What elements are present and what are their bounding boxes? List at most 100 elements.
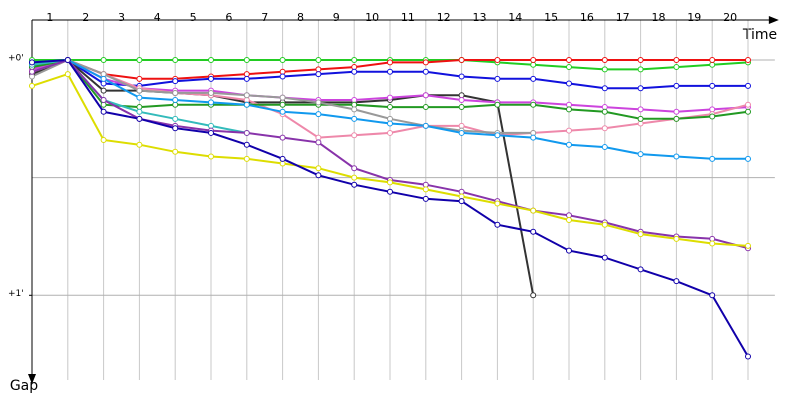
x-tick-label: 12 — [437, 11, 451, 24]
series-point — [351, 174, 358, 181]
x-tick-label: 8 — [297, 11, 304, 24]
x-tick-label: 19 — [687, 11, 701, 24]
series-point — [566, 57, 572, 63]
series-point — [601, 108, 608, 115]
x-tick-label: 18 — [652, 11, 666, 24]
series-point — [673, 115, 680, 122]
x-axis-arrow — [768, 16, 779, 24]
series-point — [745, 155, 751, 162]
series-point — [208, 75, 214, 82]
series-point — [673, 64, 680, 71]
series-point — [208, 57, 214, 63]
y-axis-label: Gap — [10, 378, 38, 394]
series-point — [601, 125, 608, 132]
series-point — [136, 75, 143, 82]
series-point — [64, 71, 71, 78]
series-point — [172, 125, 179, 132]
series-point — [243, 101, 250, 108]
series-point — [387, 68, 393, 75]
x-tick-label: 15 — [544, 11, 558, 24]
x-tick-label: 1 — [46, 11, 53, 24]
series-point — [422, 68, 429, 75]
series-point — [530, 134, 537, 141]
series-point — [494, 200, 501, 207]
series-point — [494, 57, 501, 63]
series-point — [709, 292, 716, 299]
series-point — [29, 59, 35, 66]
series-point — [387, 179, 393, 186]
series-point — [136, 115, 143, 122]
series-point — [745, 57, 751, 63]
series-point — [208, 89, 214, 96]
series-point — [387, 94, 393, 101]
series-point — [530, 228, 537, 235]
series-point — [172, 115, 179, 122]
series-point — [601, 221, 608, 228]
series-point — [100, 87, 107, 94]
series-point — [709, 240, 716, 247]
series-point — [351, 181, 358, 188]
x-tick-label: 3 — [118, 11, 125, 24]
series-point — [29, 68, 35, 75]
series-point — [458, 104, 465, 111]
series-point — [530, 57, 537, 63]
series-point — [494, 221, 501, 228]
series-point — [566, 80, 572, 87]
series-point — [243, 129, 250, 136]
series-point — [422, 195, 429, 202]
series-point — [601, 85, 608, 92]
series-point — [709, 82, 716, 89]
series-point — [315, 165, 322, 172]
y-tick-label: +1' — [8, 289, 24, 299]
series-point — [601, 57, 608, 63]
series-point — [279, 57, 286, 63]
series-point — [673, 108, 680, 115]
series-point — [745, 101, 751, 108]
x-tick-label: 6 — [225, 11, 232, 24]
series-point — [637, 106, 644, 113]
series-point — [172, 89, 179, 96]
series-point — [566, 106, 572, 113]
x-axis-label: Time — [742, 27, 777, 43]
series-point — [243, 57, 250, 63]
series-point — [422, 92, 429, 99]
series-point — [637, 266, 644, 273]
series-point — [315, 71, 322, 78]
series-point — [566, 217, 572, 223]
series-point — [745, 353, 751, 360]
series-point — [673, 82, 680, 89]
series-point — [745, 242, 751, 249]
series-point — [351, 165, 358, 172]
series-point — [745, 82, 751, 89]
series-point — [172, 57, 179, 63]
series-point — [458, 97, 465, 103]
series-point — [387, 120, 393, 127]
series-point — [243, 155, 250, 162]
series-point — [566, 64, 572, 71]
series-point — [351, 57, 358, 63]
series-point — [387, 59, 393, 66]
series-point — [136, 87, 143, 94]
y-tick-label: +0' — [8, 54, 24, 64]
series-point — [279, 73, 286, 80]
x-tick-label: 17 — [616, 11, 630, 24]
series-point — [315, 57, 322, 63]
series-point — [458, 57, 465, 63]
x-tick-label: 10 — [365, 11, 379, 24]
series-point — [29, 82, 35, 89]
series-point — [530, 101, 537, 108]
series-point — [315, 99, 322, 106]
series-point — [100, 75, 107, 82]
series-point — [315, 111, 322, 118]
series-point — [208, 129, 214, 136]
series-point — [422, 59, 429, 66]
series-point — [136, 94, 143, 101]
series-point — [458, 73, 465, 80]
series-point — [422, 104, 429, 111]
series-point — [279, 94, 286, 101]
series-point — [673, 57, 680, 63]
series-point — [673, 235, 680, 242]
series-point — [387, 104, 393, 111]
